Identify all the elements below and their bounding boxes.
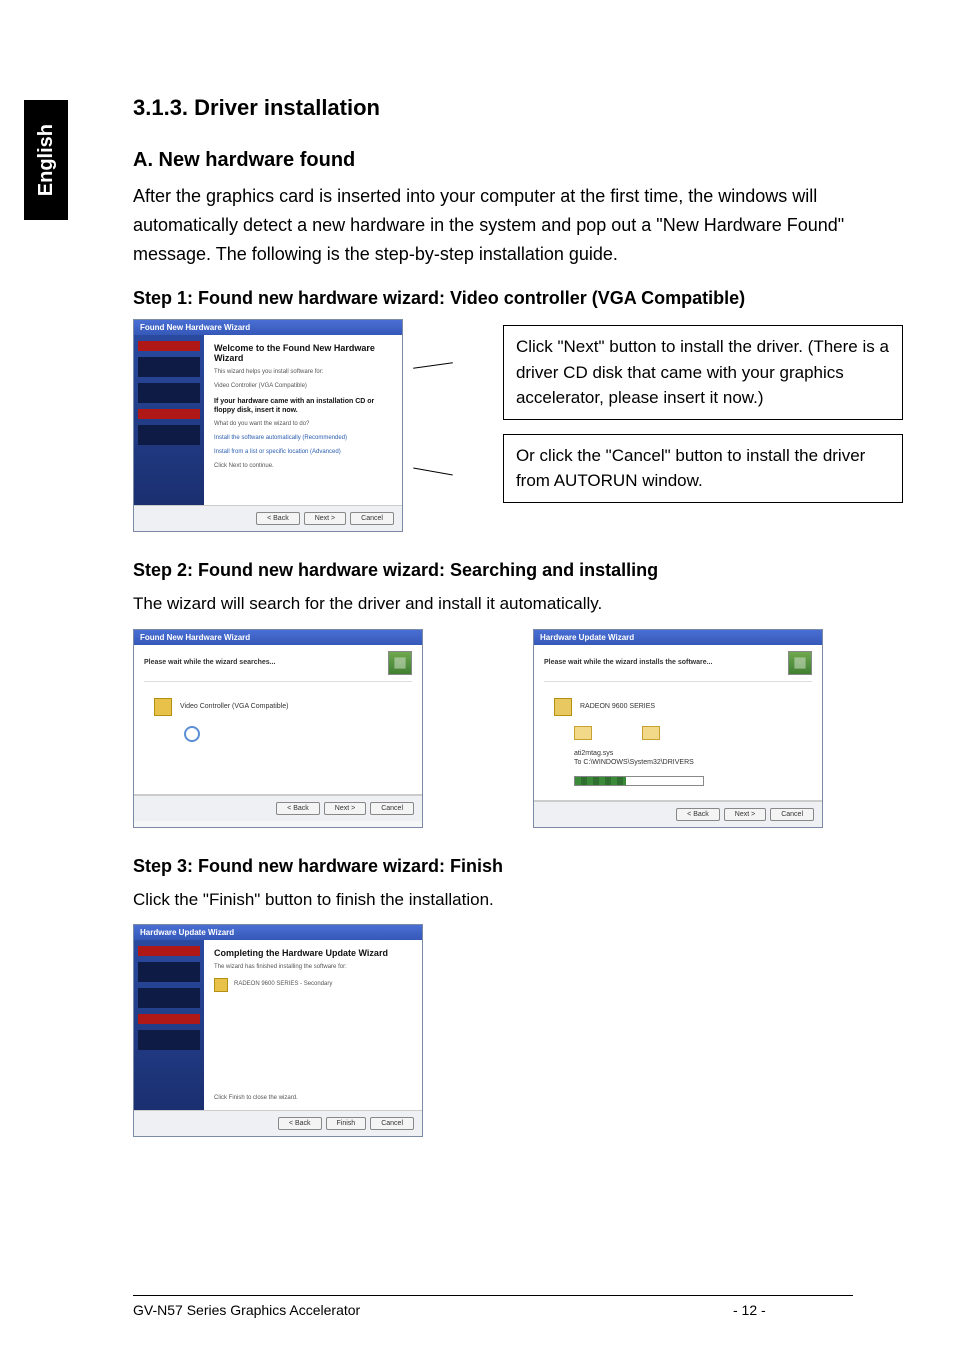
wizard2a-device: Video Controller (VGA Compatible): [180, 703, 288, 710]
hardware-icon: [788, 651, 812, 675]
wizard2b-titlebar: Hardware Update Wizard: [534, 630, 822, 645]
device-icon: [154, 698, 172, 716]
language-label: English: [35, 124, 58, 196]
step2-row: Found New Hardware Wizard Please wait wh…: [133, 629, 903, 828]
wizard3-device: RADEON 9600 SERIES - Secondary: [234, 981, 332, 989]
wizard1-opt2[interactable]: Install from a list or specific location…: [214, 449, 392, 457]
wizard2a-titlebar: Found New Hardware Wizard: [134, 630, 422, 645]
wizard3-back-button[interactable]: < Back: [278, 1117, 322, 1130]
wizard3-heading: Completing the Hardware Update Wizard: [214, 948, 412, 958]
section-title: 3.1.3. Driver installation: [133, 95, 903, 121]
wizard1-continue: Click Next to continue.: [214, 463, 392, 471]
wizard2b-header: Please wait while the wizard installs th…: [544, 659, 712, 666]
hardware-icon: [388, 651, 412, 675]
wizard3-continue: Click Finish to close the wizard.: [214, 1095, 412, 1103]
wizard3-line1: The wizard has finished installing the s…: [214, 964, 412, 972]
wizard2b-path: To C:\WINDOWS\System32\DRIVERS: [574, 759, 694, 766]
wizard1-line1: This wizard helps you install software f…: [214, 369, 392, 377]
search-icon: [184, 726, 200, 742]
step1-row: Found New Hardware Wizard Welcome to the…: [133, 319, 903, 532]
wizard2b-back-button[interactable]: < Back: [676, 808, 720, 821]
intro-paragraph: After the graphics card is inserted into…: [133, 182, 903, 268]
wizard1-sidegraphic: [134, 335, 204, 505]
step1-title: Step 1: Found new hardware wizard: Video…: [133, 288, 903, 309]
page-content: 3.1.3. Driver installation A. New hardwa…: [133, 95, 903, 1137]
footer-page-number: - 12 -: [733, 1302, 853, 1318]
wizard1-question: What do you want the wizard to do?: [214, 421, 392, 429]
wizard1-heading: Welcome to the Found New Hardware Wizard: [214, 343, 392, 363]
wizard3-finish-button[interactable]: Finish: [326, 1117, 367, 1130]
step2-text: The wizard will search for the driver an…: [133, 591, 903, 617]
device-icon: [214, 978, 228, 992]
wizard2a-header: Please wait while the wizard searches...: [144, 659, 276, 666]
wizard2a-cancel-button[interactable]: Cancel: [370, 802, 414, 815]
wizard-step2-search: Found New Hardware Wizard Please wait wh…: [133, 629, 423, 828]
device-icon: [554, 698, 572, 716]
step1-callouts: Click "Next" button to install the drive…: [503, 325, 903, 503]
wizard3-cancel-button[interactable]: Cancel: [370, 1117, 414, 1130]
wizard2a-back-button[interactable]: < Back: [276, 802, 320, 815]
callout-next: Click "Next" button to install the drive…: [503, 325, 903, 420]
step3-title: Step 3: Found new hardware wizard: Finis…: [133, 856, 903, 877]
wizard2b-device: RADEON 9600 SERIES: [580, 703, 655, 710]
wizard1-opt1[interactable]: Install the software automatically (Reco…: [214, 435, 392, 443]
subsection-a-heading: A. New hardware found: [133, 149, 903, 172]
language-tab: English: [24, 100, 68, 220]
page-footer: GV-N57 Series Graphics Accelerator - 12 …: [133, 1295, 853, 1318]
callout-cancel: Or click the "Cancel" button to install …: [503, 434, 903, 503]
wizard1-titlebar: Found New Hardware Wizard: [134, 320, 402, 335]
wizard1-line2: Video Controller (VGA Compatible): [214, 383, 392, 391]
wizard2b-next-button[interactable]: Next >: [724, 808, 766, 821]
wizard1-next-button[interactable]: Next >: [304, 512, 346, 525]
wizard2b-file: ati2mtag.sys: [574, 750, 613, 757]
wizard-step1: Found New Hardware Wizard Welcome to the…: [133, 319, 403, 532]
wizard1-cancel-button[interactable]: Cancel: [350, 512, 394, 525]
wizard-step3: Hardware Update Wizard Completing the Ha…: [133, 924, 423, 1137]
wizard3-titlebar: Hardware Update Wizard: [134, 925, 422, 940]
install-progress: [574, 776, 704, 786]
footer-product: GV-N57 Series Graphics Accelerator: [133, 1302, 733, 1318]
step2-title: Step 2: Found new hardware wizard: Searc…: [133, 560, 903, 581]
wizard2b-cancel-button[interactable]: Cancel: [770, 808, 814, 821]
wizard1-back-button[interactable]: < Back: [256, 512, 300, 525]
step3-text: Click the "Finish" button to finish the …: [133, 887, 903, 913]
copy-icons: [574, 726, 802, 740]
wizard1-hint: If your hardware came with an installati…: [214, 397, 392, 415]
wizard-step2-install: Hardware Update Wizard Please wait while…: [533, 629, 823, 828]
wizard2a-next-button[interactable]: Next >: [324, 802, 366, 815]
wizard3-sidegraphic: [134, 940, 204, 1110]
